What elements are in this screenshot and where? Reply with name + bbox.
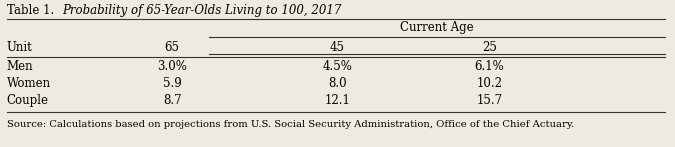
Text: 4.5%: 4.5% (323, 60, 352, 73)
Text: 5.9: 5.9 (163, 77, 182, 90)
Text: Table 1.: Table 1. (7, 4, 58, 17)
Text: 12.1: 12.1 (325, 94, 350, 107)
Text: 6.1%: 6.1% (475, 60, 504, 73)
Text: Couple: Couple (7, 94, 49, 107)
Text: Source: Calculations based on projections from U.S. Social Security Administrati: Source: Calculations based on projection… (7, 120, 574, 129)
Text: 8.0: 8.0 (328, 77, 347, 90)
Text: 25: 25 (482, 41, 497, 54)
Text: 10.2: 10.2 (477, 77, 502, 90)
Text: Women: Women (7, 77, 51, 90)
Text: 3.0%: 3.0% (157, 60, 187, 73)
Text: Probability of 65-Year-Olds Living to 100, 2017: Probability of 65-Year-Olds Living to 10… (62, 4, 342, 17)
Text: Men: Men (7, 60, 33, 73)
Text: 15.7: 15.7 (477, 94, 502, 107)
Text: Current Age: Current Age (400, 21, 474, 34)
Text: 8.7: 8.7 (163, 94, 182, 107)
Text: 45: 45 (330, 41, 345, 54)
Text: Unit: Unit (7, 41, 32, 54)
Text: 65: 65 (165, 41, 180, 54)
